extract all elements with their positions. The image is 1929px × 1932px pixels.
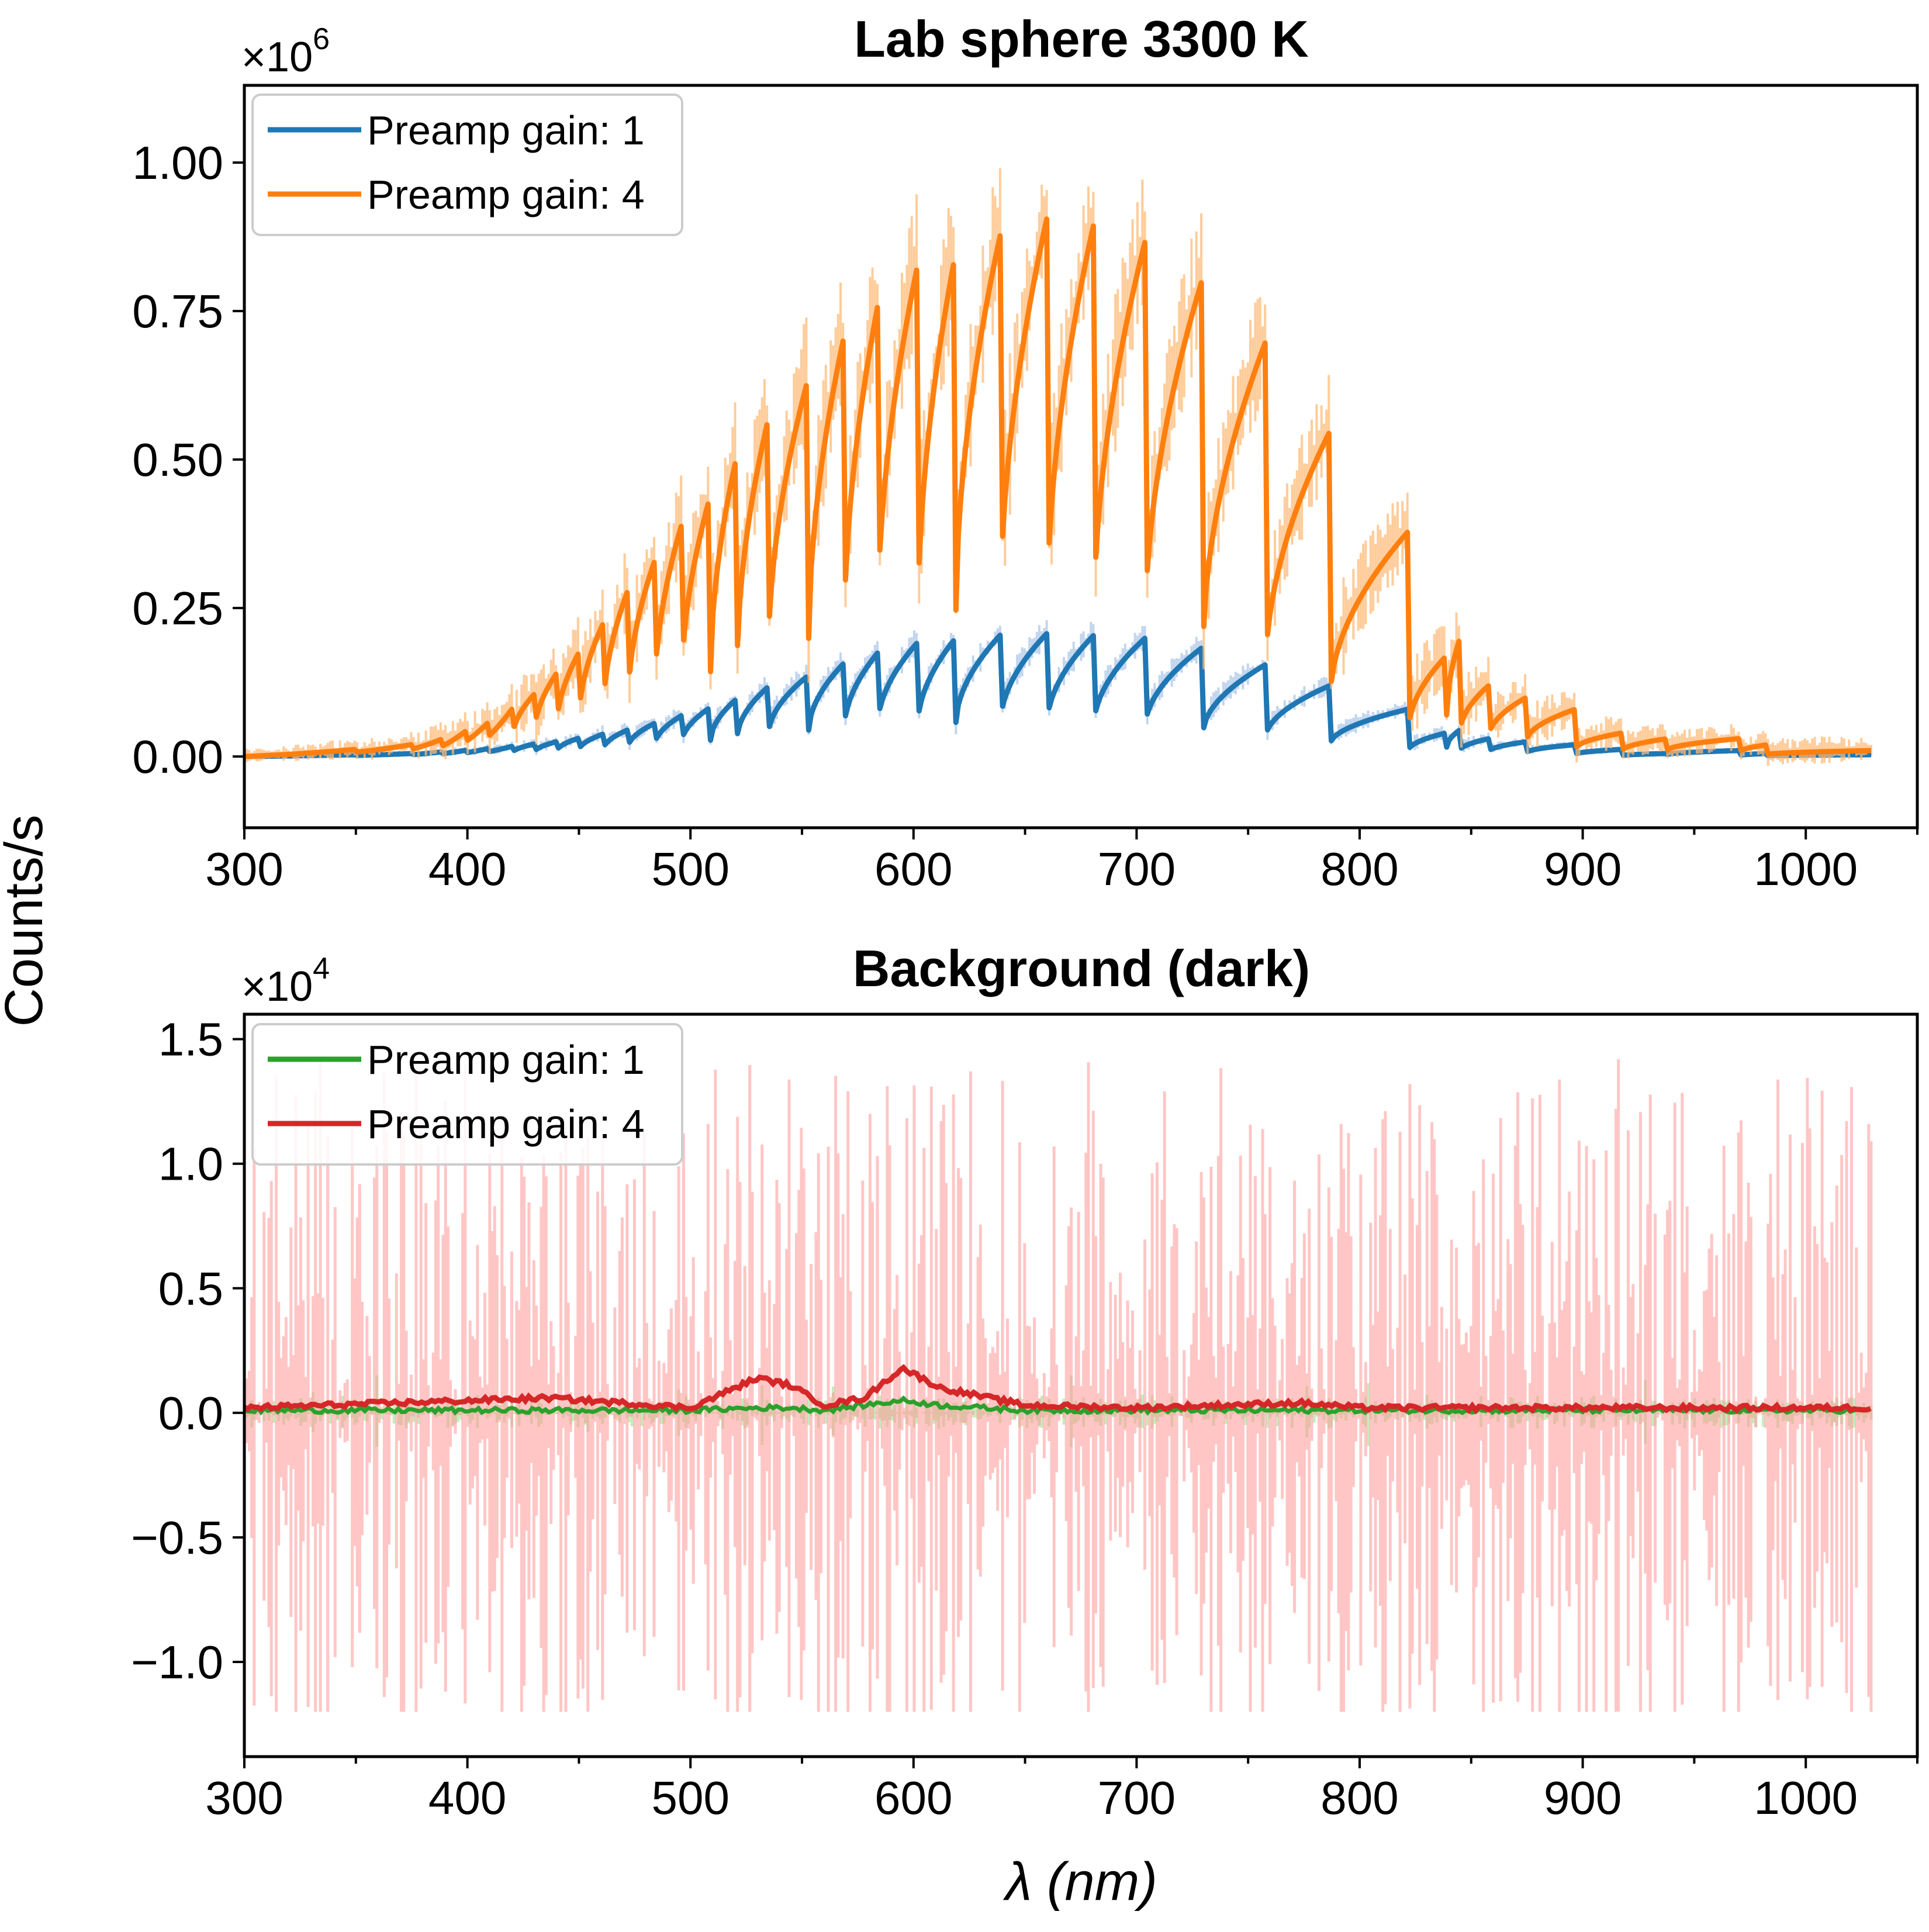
bottom-y-tick-label: 0.0 [158, 1387, 223, 1439]
bottom-plot-area [243, 1057, 1873, 1712]
top-legend-label-2: Preamp gain: 4 [367, 172, 645, 217]
bottom-y-tick-label: −0.5 [131, 1512, 223, 1564]
bottom-y-multiplier: ×104 [241, 952, 330, 1010]
top-y-tick-label: 1.00 [132, 137, 223, 189]
top-chart-title: Lab sphere 3300 K [854, 10, 1309, 68]
top-x-tick-label: 900 [1544, 843, 1622, 895]
top-y-tick-label: 0.50 [132, 434, 223, 486]
bottom-legend-label-2: Preamp gain: 4 [367, 1101, 645, 1147]
top-legend: Preamp gain: 1 Preamp gain: 4 [251, 94, 683, 236]
bottom-y-tick-label: −1.0 [131, 1636, 223, 1688]
bottom-y-multiplier-base: ×10 [241, 963, 313, 1010]
top-axis-ticks: 300 400 500 600 700 800 900 1000 0.00 0.25 0.50 0.7… [132, 137, 1918, 895]
bottom-legend: Preamp gain: 1 Preamp gain: 4 [251, 1023, 683, 1166]
bottom-legend-label-1: Preamp gain: 1 [367, 1037, 645, 1083]
bottom-x-tick-label: 900 [1544, 1772, 1622, 1824]
bottom-y-multiplier-exp: 4 [313, 952, 330, 986]
bottom-x-tick-label: 500 [651, 1772, 729, 1824]
y-axis-label: Counts/s [0, 814, 54, 1027]
top-plot-frame [243, 84, 1919, 830]
top-x-tick-label: 600 [874, 843, 952, 895]
top-series-1-line [244, 631, 1872, 759]
bottom-series-2-line [243, 1364, 1872, 1415]
top-y-multiplier-base: ×10 [241, 34, 313, 81]
top-x-tick-label: 700 [1098, 843, 1176, 895]
bottom-plot-frame [243, 1012, 1919, 1758]
x-axis-label: λ (nm) [1002, 1852, 1157, 1912]
top-x-tick-label: 400 [428, 843, 506, 895]
bottom-y-tick-label: 1.5 [158, 1014, 223, 1066]
top-series-2-band-path [243, 168, 1872, 766]
top-y-multiplier-exp: 6 [313, 22, 330, 56]
bottom-axis-ticks: 300 400 500 600 700 800 900 1000 −1.0 −0.5 0.0 0.5 1… [131, 1014, 1918, 1824]
top-y-tick-label: 0.75 [132, 285, 223, 337]
top-x-tick-label: 1000 [1754, 843, 1858, 895]
top-chart-panel: Lab sphere 3300 K ×106 300 400 500 600 700 80… [132, 10, 1919, 895]
bottom-x-tick-label: 800 [1320, 1772, 1398, 1824]
top-legend-label-1: Preamp gain: 1 [367, 108, 645, 153]
top-series-2-noise-band [243, 168, 1872, 766]
bottom-x-tick-label: 600 [874, 1772, 952, 1824]
bottom-x-tick-label: 700 [1098, 1772, 1176, 1824]
top-x-tick-label: 500 [651, 843, 729, 895]
top-series-2-line [244, 216, 1872, 759]
top-y-tick-label: 0.25 [132, 582, 223, 634]
bottom-x-tick-label: 400 [428, 1772, 506, 1824]
bottom-chart-panel: Background (dark) ×104 300 400 500 600 700 80… [131, 939, 1919, 1824]
bottom-chart-title: Background (dark) [853, 939, 1310, 997]
top-plot-area [243, 168, 1872, 766]
bottom-y-tick-label: 0.5 [158, 1263, 223, 1315]
bottom-y-tick-label: 1.0 [158, 1138, 223, 1190]
bottom-x-tick-label: 1000 [1754, 1772, 1858, 1824]
top-y-tick-label: 0.00 [132, 731, 223, 783]
top-y-multiplier: ×106 [241, 22, 330, 81]
bottom-x-tick-label: 300 [205, 1772, 283, 1824]
top-x-tick-label: 300 [205, 843, 283, 895]
top-x-tick-label: 800 [1320, 843, 1398, 895]
